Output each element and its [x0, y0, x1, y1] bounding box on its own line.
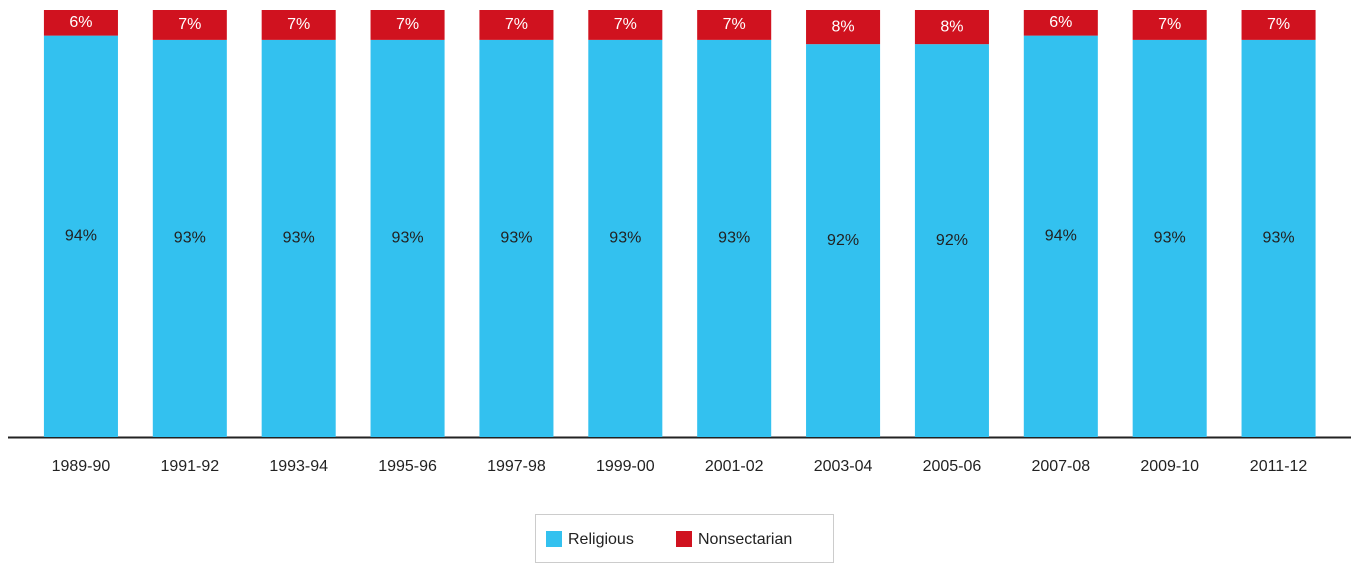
- bar-segment: [914, 44, 989, 437]
- bar-segment: [43, 35, 118, 438]
- value-label: 93%: [392, 230, 424, 247]
- value-label: 7%: [723, 16, 746, 33]
- bar-segment: [479, 39, 554, 437]
- bar-segment: [588, 10, 663, 40]
- bar-segment: [43, 10, 118, 36]
- bar-segment: [697, 39, 772, 437]
- legend-swatch: [546, 531, 562, 547]
- legend-label: Nonsectarian: [698, 531, 792, 548]
- bar-segment: [1132, 39, 1207, 437]
- bar-segment: [261, 39, 336, 437]
- value-label: 93%: [1154, 230, 1186, 247]
- value-label: 93%: [283, 230, 315, 247]
- x-tick-label: 2009-10: [1140, 458, 1199, 475]
- x-tick-label: 1995-96: [378, 458, 437, 475]
- x-tick-label: 2011-12: [1250, 458, 1308, 475]
- value-label: 93%: [609, 230, 641, 247]
- bar-segment: [370, 39, 445, 437]
- value-label: 8%: [832, 18, 855, 35]
- value-label: 8%: [940, 18, 963, 35]
- value-label: 7%: [1158, 16, 1181, 33]
- value-label: 6%: [1049, 14, 1072, 31]
- value-label: 93%: [500, 230, 532, 247]
- bar-segment: [370, 10, 445, 40]
- value-label: 7%: [614, 16, 637, 33]
- bar-segment: [1132, 10, 1207, 40]
- value-label: 93%: [1263, 230, 1295, 247]
- value-label: 7%: [1267, 16, 1290, 33]
- x-tick-label: 1997-98: [487, 458, 546, 475]
- x-tick-label: 2003-04: [814, 458, 873, 475]
- value-label: 7%: [505, 16, 528, 33]
- bar-segment: [1241, 39, 1316, 437]
- bar-segment: [1023, 10, 1098, 36]
- bar-segment: [914, 10, 989, 45]
- bar-segment: [806, 44, 881, 437]
- bar-segment: [479, 10, 554, 40]
- value-label: 94%: [65, 228, 97, 245]
- bar-segment: [152, 39, 227, 437]
- x-tick-label: 1993-94: [269, 458, 328, 475]
- legend-label: Religious: [568, 531, 634, 548]
- value-label: 7%: [287, 16, 310, 33]
- value-label: 94%: [1045, 228, 1077, 245]
- value-label: 93%: [174, 230, 206, 247]
- value-label: 7%: [396, 16, 419, 33]
- value-label: 6%: [69, 14, 92, 31]
- bar-segment: [1241, 10, 1316, 40]
- x-tick-label: 2007-08: [1031, 458, 1090, 475]
- x-tick-label: 2005-06: [923, 458, 982, 475]
- bar-segment: [152, 10, 227, 40]
- legend-swatch: [676, 531, 692, 547]
- value-label: 7%: [178, 16, 201, 33]
- bar-segment: [697, 10, 772, 40]
- x-tick-label: 1999-00: [596, 458, 655, 475]
- bar-segment: [588, 39, 663, 437]
- bar-segment: [1023, 35, 1098, 438]
- value-label: 93%: [718, 230, 750, 247]
- x-tick-label: 2001-02: [705, 458, 764, 475]
- x-tick-label: 1989-90: [52, 458, 111, 475]
- bar-segment: [806, 10, 881, 45]
- value-label: 92%: [827, 232, 859, 249]
- value-label: 92%: [936, 232, 968, 249]
- bar-segment: [261, 10, 336, 40]
- x-tick-label: 1991-92: [160, 458, 219, 475]
